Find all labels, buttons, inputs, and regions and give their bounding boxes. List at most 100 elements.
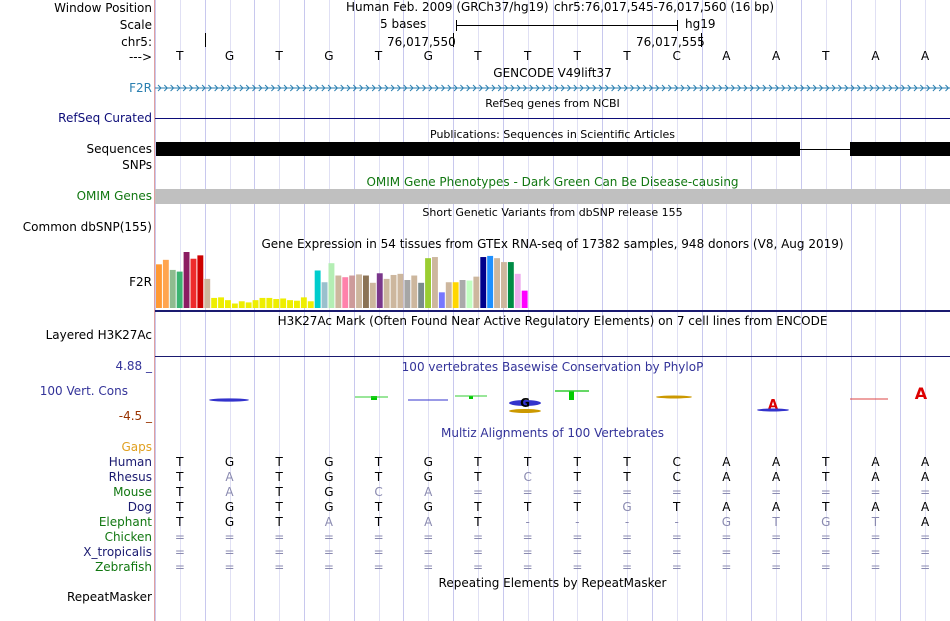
gtex-tissue-bar[interactable] — [363, 275, 369, 308]
gtex-tissue-bar[interactable] — [397, 273, 404, 308]
gtex-tissue-bar[interactable] — [238, 301, 245, 308]
dbsnp-label[interactable]: Common dbSNP(155) — [22, 220, 152, 234]
gtex-tissue-bar[interactable] — [514, 273, 521, 308]
gtex-tissue-bar[interactable] — [418, 282, 425, 308]
multiz-track-title[interactable]: Multiz Alignments of 100 Vertebrates — [440, 426, 665, 440]
gtex-tissue-bar[interactable] — [245, 302, 252, 308]
gtex-tissue-bar[interactable] — [328, 263, 335, 308]
gtex-label[interactable]: F2R — [129, 275, 152, 289]
multiz-species-label[interactable]: Rhesus — [108, 470, 152, 484]
gtex-tissue-bar[interactable] — [190, 258, 197, 308]
gtex-tissue-bar[interactable] — [335, 275, 342, 308]
gtex-tissue-bar[interactable] — [156, 264, 162, 308]
gtex-tissue-bar[interactable] — [487, 255, 494, 308]
strand-chevron — [655, 84, 660, 92]
strand-chevron — [806, 84, 811, 92]
gtex-tissue-bar[interactable] — [169, 269, 176, 308]
gtex-tissue-bar[interactable] — [321, 282, 328, 308]
gencode-gene-f2r[interactable] — [155, 81, 950, 95]
gtex-tissue-bar[interactable] — [494, 258, 500, 308]
gencode-track-title[interactable]: GENCODE V49lift37 — [493, 66, 612, 80]
gtex-tissue-bar[interactable] — [521, 290, 528, 308]
gtex-tissue-bar[interactable] — [266, 297, 273, 308]
multiz-species-label[interactable]: Chicken — [104, 530, 152, 544]
snps-label[interactable]: SNPs — [122, 158, 152, 172]
omim-track-title[interactable]: OMIM Gene Phenotypes - Dark Green Can Be… — [366, 175, 739, 189]
gtex-tissue-bar[interactable] — [342, 277, 349, 308]
scale-text: 5 bases — [380, 17, 427, 31]
gtex-tissue-bar[interactable] — [204, 278, 211, 308]
gtex-tissue-bar[interactable] — [183, 252, 190, 308]
gtex-tissue-bar[interactable] — [501, 262, 507, 308]
gtex-tissue-bar[interactable] — [369, 282, 376, 308]
cons-track-title[interactable]: 100 vertebrates Basewise Conservation by… — [401, 360, 704, 374]
sequences-label[interactable]: Sequences — [86, 142, 152, 156]
gtex-tissue-bar[interactable] — [438, 292, 445, 308]
refseq-label[interactable]: RefSeq Curated — [58, 111, 152, 125]
gtex-tissue-bar[interactable] — [390, 274, 397, 308]
gtex-tissue-bar[interactable] — [225, 300, 231, 308]
strand-chevron — [875, 84, 880, 92]
gtex-tissue-bar[interactable] — [197, 255, 204, 308]
multiz-base: - — [575, 515, 580, 529]
gtex-tissue-bar[interactable] — [507, 262, 514, 308]
multiz-base: = — [472, 560, 483, 574]
gtex-tissue-bar[interactable] — [473, 276, 480, 308]
gtex-tissue-bar[interactable] — [404, 280, 411, 308]
gtex-track-title[interactable]: Gene Expression in 54 tissues from GTEx … — [261, 237, 844, 251]
multiz-species-label[interactable]: Elephant — [98, 515, 152, 529]
multiz-species-label[interactable]: Dog — [127, 500, 152, 514]
gtex-tissue-bar[interactable] — [273, 299, 280, 308]
gtex-tissue-bar[interactable] — [445, 282, 452, 308]
gencode-gene-label[interactable]: F2R — [129, 81, 152, 95]
gtex-tissue-bar[interactable] — [218, 297, 224, 308]
gtex-tissue-bar[interactable] — [425, 258, 431, 308]
gtex-tissue-bar[interactable] — [211, 297, 218, 308]
gtex-bar-chart[interactable] — [156, 252, 536, 308]
gtex-tissue-bar[interactable] — [280, 298, 287, 308]
gtex-tissue-bar[interactable] — [252, 300, 259, 308]
gtex-tissue-bar[interactable] — [466, 280, 473, 308]
rmsk-track-title[interactable]: Repeating Elements by RepeatMasker — [438, 576, 667, 590]
h3k27ac-label[interactable]: Layered H3K27Ac — [45, 328, 152, 342]
gtex-tissue-bar[interactable] — [176, 271, 183, 308]
omim-gene-band[interactable] — [155, 189, 950, 204]
strand-chevron — [642, 84, 647, 92]
multiz-base: T — [474, 455, 482, 469]
multiz-species-label[interactable]: Human — [108, 455, 152, 469]
gtex-tissue-bar[interactable] — [294, 300, 300, 308]
publication-block[interactable] — [156, 142, 800, 156]
rmsk-label[interactable]: RepeatMasker — [66, 590, 152, 604]
gtex-tissue-bar[interactable] — [259, 297, 266, 308]
gtex-tissue-bar[interactable] — [432, 257, 438, 308]
gtex-tissue-bar[interactable] — [459, 280, 466, 308]
gtex-tissue-bar[interactable] — [356, 274, 362, 308]
gtex-tissue-bar[interactable] — [231, 303, 238, 308]
omim-label[interactable]: OMIM Genes — [76, 189, 152, 203]
gtex-tissue-bar[interactable] — [314, 270, 321, 308]
gtex-tissue-bar[interactable] — [411, 275, 418, 308]
dbsnp-track-title[interactable]: Short Genetic Variants from dbSNP releas… — [422, 206, 683, 219]
pubs-track-title[interactable]: Publications: Sequences in Scientific Ar… — [430, 128, 675, 141]
publication-block[interactable] — [850, 142, 950, 156]
gtex-tissue-bar[interactable] — [162, 259, 169, 308]
gtex-tissue-bar[interactable] — [300, 297, 307, 308]
gtex-tissue-bar[interactable] — [452, 282, 459, 308]
refseq-track-title[interactable]: RefSeq genes from NCBI — [485, 97, 620, 110]
gtex-tissue-bar[interactable] — [287, 300, 293, 308]
multiz-base: T — [275, 455, 283, 469]
gtex-tissue-bar[interactable] — [307, 301, 314, 308]
gtex-tissue-bar[interactable] — [383, 278, 390, 308]
multiz-species-label[interactable]: Zebrafish — [95, 560, 152, 574]
gtex-tissue-bar[interactable] — [349, 275, 356, 308]
multiz-base: = — [771, 560, 782, 574]
cons-logo-graph[interactable]: G A A — [155, 385, 950, 415]
refseq-gene-line[interactable] — [155, 118, 950, 119]
h3k27ac-track-title[interactable]: H3K27Ac Mark (Often Found Near Active Re… — [277, 314, 828, 328]
gtex-tissue-bar[interactable] — [376, 273, 383, 308]
multiz-species-label[interactable]: Mouse — [113, 485, 152, 499]
multiz-species-label[interactable]: X_tropicalis — [83, 545, 152, 559]
gaps-label[interactable]: Gaps — [121, 440, 152, 454]
gtex-tissue-bar[interactable] — [480, 257, 487, 308]
cons-label[interactable]: 100 Vert. Cons — [39, 384, 128, 398]
